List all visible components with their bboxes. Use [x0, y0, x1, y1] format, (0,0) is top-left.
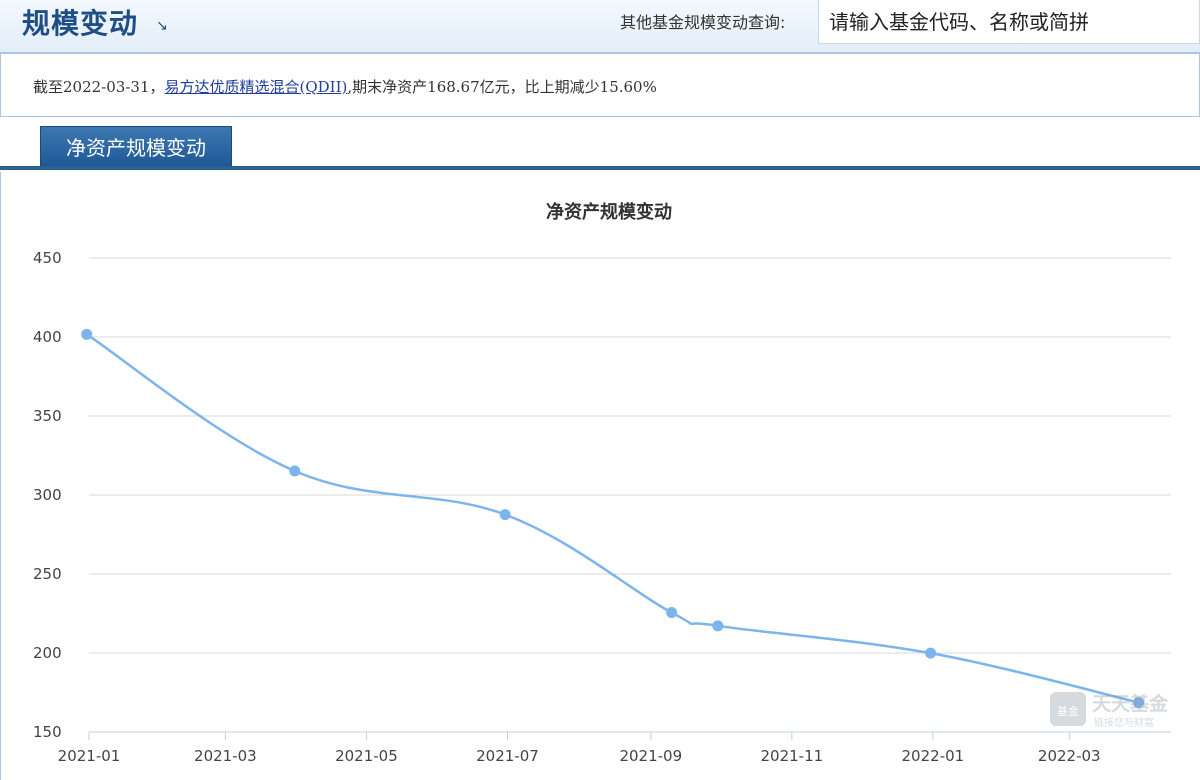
- x-tick-label: 2021-09: [619, 747, 682, 765]
- data-point: [1133, 697, 1145, 709]
- data-point: [81, 328, 93, 340]
- summary-panel: 截至2022-03-31，易方达优质精选混合(QDII),期末净资产168.67…: [0, 54, 1200, 117]
- data-point: [925, 647, 937, 659]
- x-tick-label: 2022-03: [1038, 747, 1101, 765]
- watermark-logo-icon: [1050, 692, 1086, 726]
- header-bar: 规模变动 ↘ 其他基金规模变动查询:: [0, 0, 1200, 54]
- x-tick-label: 2022-01: [902, 747, 965, 765]
- watermark-logo-text: 基金: [1057, 704, 1079, 718]
- summary-text: 截至2022-03-31，易方达优质精选混合(QDII),期末净资产168.67…: [33, 76, 657, 97]
- data-point: [499, 509, 511, 521]
- chart-container: 净资产规模变动 450 400 350 300 250 200 150 2021-01 2021-…: [0, 172, 1200, 780]
- x-tick-label: 2021-03: [194, 747, 257, 765]
- summary-prefix: 截至2022-03-31，: [33, 78, 165, 96]
- arrow-icon[interactable]: ↘: [156, 18, 168, 34]
- x-tick-label: 2021-05: [335, 747, 398, 765]
- search-label: 其他基金规模变动查询:: [620, 13, 786, 32]
- summary-suffix: ,期末净资产168.67亿元，比上期减少15.60%: [347, 78, 657, 96]
- tab-bar: 净资产规模变动: [0, 117, 1200, 171]
- search-input[interactable]: [818, 0, 1200, 44]
- watermark-brand: 天天基金: [1092, 692, 1169, 715]
- tab-underline: [0, 166, 1200, 170]
- y-tick-label: 150: [33, 723, 62, 741]
- net-asset-chart: 净资产规模变动 450 400 350 300 250 200 150 2021-01 2021-…: [33, 201, 1171, 765]
- data-point: [666, 607, 678, 619]
- y-tick-label: 250: [33, 565, 62, 583]
- x-tick-label: 2021-11: [760, 747, 823, 765]
- tab-net-asset-change[interactable]: 净资产规模变动: [40, 126, 232, 169]
- data-point: [289, 465, 301, 477]
- watermark-slogan: 链接您与财富: [1094, 716, 1154, 729]
- y-tick-label: 300: [33, 486, 62, 504]
- y-tick-label: 400: [33, 328, 62, 346]
- y-tick-label: 350: [33, 407, 62, 425]
- series-line: [86, 333, 1139, 704]
- y-tick-label: 450: [33, 249, 62, 267]
- page-title: 规模变动: [22, 7, 139, 40]
- chart-title: 净资产规模变动: [546, 201, 672, 223]
- x-tick-label: 2021-01: [58, 747, 121, 765]
- fund-link[interactable]: 易方达优质精选混合(QDII): [164, 78, 348, 96]
- y-tick-label: 200: [33, 644, 62, 662]
- x-tick-label: 2021-07: [476, 747, 539, 765]
- data-point: [712, 620, 724, 632]
